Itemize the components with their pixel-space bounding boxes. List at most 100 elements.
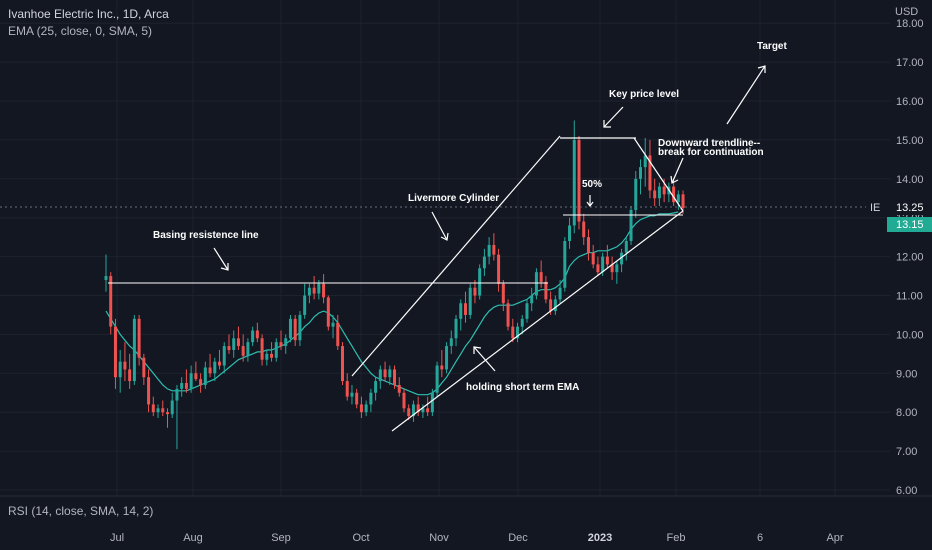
candle [246, 338, 250, 362]
candle-body [638, 167, 642, 179]
candle [165, 408, 169, 428]
candle [497, 248, 501, 292]
candle [350, 384, 354, 405]
price-tick-label: 16.00 [896, 96, 924, 108]
candle [487, 237, 491, 265]
candle [236, 326, 240, 350]
candle [468, 283, 472, 319]
candle [558, 279, 562, 304]
candle-body [369, 392, 373, 405]
annotation-labels: Basing resistence line Livermore Cylinde… [153, 41, 787, 393]
candle [582, 213, 586, 245]
candle [383, 361, 387, 382]
annotation-key-level: Key price level [609, 89, 679, 100]
candle [473, 279, 477, 304]
candle [407, 404, 411, 420]
candle-body [525, 303, 529, 319]
price-tick-label: 12.00 [896, 252, 924, 264]
candle-body [468, 287, 472, 315]
candle [251, 326, 255, 347]
candle [534, 268, 538, 300]
candle [520, 314, 524, 335]
candle [657, 182, 661, 207]
candle-body [165, 412, 169, 415]
price-axis[interactable]: USD 18.0017.0016.0015.0014.0013.0012.001… [870, 6, 932, 497]
candle [653, 178, 657, 207]
candle [397, 377, 401, 397]
annotation-downtrend-1: Downward trendline-- [658, 138, 760, 149]
candle-body [601, 256, 605, 273]
price-tick-label: 14.00 [896, 174, 924, 186]
candle [364, 400, 368, 417]
candle [553, 295, 557, 315]
candle [463, 291, 467, 323]
candle-body [213, 361, 217, 374]
candle-body [473, 287, 477, 296]
candle-body [492, 244, 496, 255]
candle [629, 206, 633, 245]
candle-body [208, 367, 212, 374]
candle [288, 314, 292, 343]
arrow-basing [213, 247, 229, 271]
candle [525, 299, 529, 323]
candle-body [544, 281, 548, 300]
candle-body [227, 346, 231, 350]
candle [572, 120, 576, 234]
candle-body [298, 314, 302, 341]
candle-body [128, 369, 132, 382]
rsi-label: RSI (14, close, SMA, 14, 2) [8, 504, 154, 518]
candle [591, 244, 595, 269]
candle [643, 137, 647, 187]
candle [137, 314, 141, 366]
candle [478, 264, 482, 300]
time-tick-label: Oct [352, 532, 369, 544]
price-tick-label: 17.00 [896, 57, 924, 69]
candle [355, 388, 359, 409]
candle-body [478, 268, 482, 296]
time-tick-label: Jul [110, 532, 124, 544]
candle-body [487, 244, 491, 257]
candle-body [657, 186, 661, 199]
candle-body [596, 264, 600, 273]
candle [260, 334, 264, 366]
candle [241, 334, 245, 362]
price-tick-label: 10.00 [896, 329, 924, 341]
symbol-tag: IE [870, 202, 880, 214]
arrow-fifty-percent [586, 195, 594, 207]
candle-body [620, 252, 624, 265]
candle [435, 361, 439, 397]
candle-body [132, 318, 136, 382]
candle [378, 365, 382, 389]
annotation-fifty-percent: 50% [582, 179, 602, 190]
annotation-target: Target [757, 41, 787, 52]
candle [151, 396, 155, 417]
candle-body [416, 404, 420, 413]
candle [222, 342, 226, 374]
price-ticks: 18.0017.0016.0015.0014.0013.0012.0011.00… [896, 18, 924, 497]
candle [298, 311, 302, 347]
time-axis[interactable]: Jul Aug Sep Oct Nov Dec 2023 Feb 6 Apr [110, 532, 844, 544]
candle-body [236, 338, 240, 347]
candle-body [137, 318, 141, 358]
annotation-downtrend-2: break for continuation [658, 147, 764, 158]
currency-label: USD [895, 6, 918, 18]
candle-body [610, 264, 614, 273]
candle-body [672, 186, 676, 203]
candle [676, 190, 680, 210]
candle-body [449, 338, 453, 347]
candle [175, 384, 179, 450]
candle-body [374, 381, 378, 393]
candle [109, 272, 113, 335]
candle [331, 314, 335, 339]
candle-body [147, 377, 151, 405]
time-tick-label: Nov [429, 532, 449, 544]
candle [445, 342, 449, 374]
candle-body [629, 209, 633, 242]
arrow-target [726, 65, 766, 125]
candle [118, 349, 122, 393]
candle [293, 314, 297, 347]
candle-body [511, 326, 515, 339]
candle [326, 295, 330, 331]
candle-body [194, 373, 198, 380]
